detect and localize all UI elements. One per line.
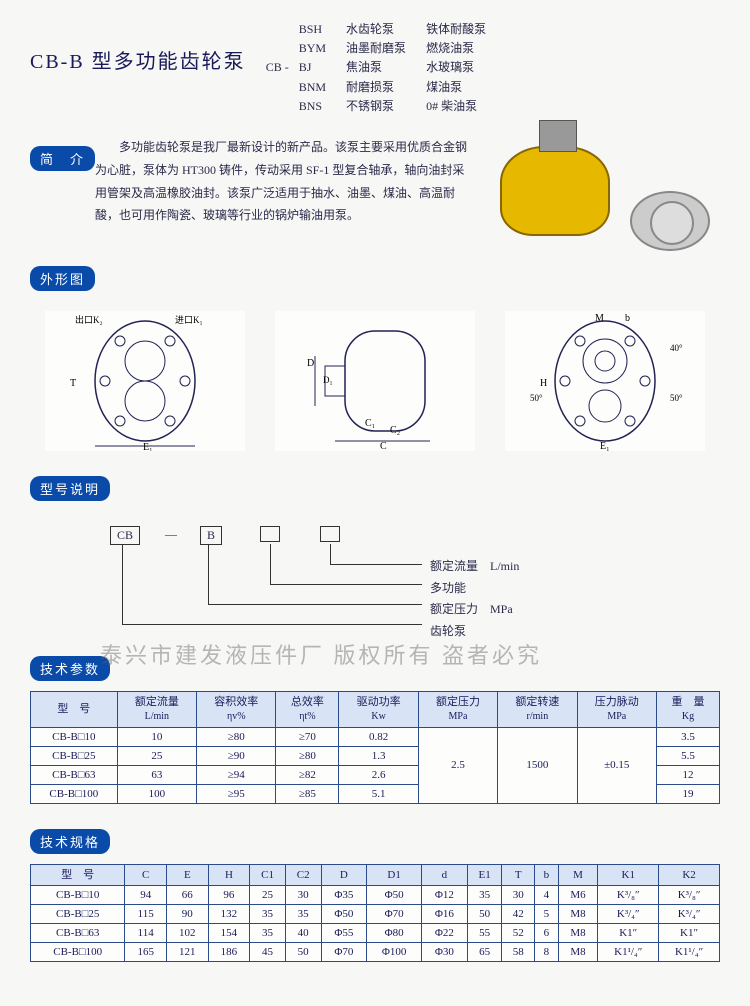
table-header-row: 型 号 C E H C1 C2 D D1 d E1 T b M K1 K2 <box>31 864 720 885</box>
model-cb: CB <box>110 526 140 545</box>
label-outlet: 出口K₂ <box>75 314 103 325</box>
model-b: B <box>200 526 222 545</box>
th: 压力脉动MPa <box>577 691 656 727</box>
model-label: 额定压力 MPa <box>430 599 519 621</box>
th: 驱动功率Kw <box>339 691 418 727</box>
model-empty-2 <box>320 526 340 542</box>
code-table: CB - BSH BYM BJ BNM BNS 水齿轮泵 油墨耐磨泵 焦油泵 耐… <box>266 20 506 116</box>
label-T: T <box>70 378 76 389</box>
intro-text: 多功能齿轮泵是我厂最新设计的新产品。该泵主要采用优质合金钢为心脏，泵体为 HT3… <box>95 136 490 256</box>
header: CB-B 型多功能齿轮泵 CB - BSH BYM BJ BNM BNS 水齿轮… <box>30 20 720 116</box>
table-row: CB-B□631141021543540Φ55Φ80Φ2255526M8K1″K… <box>31 923 720 942</box>
svg-text:E₁: E₁ <box>600 441 610 451</box>
svg-text:M: M <box>595 313 604 324</box>
section-badge-outline: 外形图 <box>30 266 95 291</box>
th: 总效率ηt% <box>276 691 339 727</box>
model-label: 额定流量 L/min <box>430 556 519 578</box>
th: 容积效率ηv% <box>197 691 276 727</box>
table-row: CB-B□10 10 ≥80 ≥70 0.82 2.5 1500 ±0.15 3… <box>31 727 720 746</box>
code: 水齿轮泵 <box>346 20 406 39</box>
code: 燃烧油泵 <box>426 39 486 58</box>
diagram-front: 出口K₂ 进口K₁ T E₁ <box>45 311 245 451</box>
diagram-rear: M b 40° 50° 50° H E₁ <box>505 311 705 451</box>
table-row: CB-B□109466962530Φ35Φ50Φ1235304M6K³/₈″K³… <box>31 885 720 904</box>
model-dash: — <box>165 527 177 542</box>
table-row: CB-B□25115901323535Φ50Φ70Φ1650425M8K³/₄″… <box>31 904 720 923</box>
svg-text:50°: 50° <box>670 393 683 403</box>
model-section: CB — B 额定流量 L/min 多功能 额定压力 MPa 齿轮泵 <box>30 521 720 631</box>
code-col-2: 水齿轮泵 油墨耐磨泵 焦油泵 耐磨损泵 不锈钢泵 <box>346 20 406 116</box>
page-title: CB-B 型多功能齿轮泵 <box>30 45 246 74</box>
model-labels: 额定流量 L/min 多功能 额定压力 MPa 齿轮泵 <box>430 556 519 642</box>
label-E: E₁ <box>143 442 153 451</box>
th: 型 号 <box>31 691 118 727</box>
th: 额定流量L/min <box>117 691 196 727</box>
code: 耐磨损泵 <box>346 78 406 97</box>
section-badge-intro: 简 介 <box>30 146 95 171</box>
svg-text:H: H <box>540 378 547 389</box>
code: BNM <box>299 78 326 97</box>
section-badge-specs: 技术规格 <box>30 829 110 854</box>
table-row: CB-B□1001651211864550Φ70Φ100Φ3065588M8K1… <box>31 942 720 961</box>
svg-text:C₂: C₂ <box>390 425 400 436</box>
table-header-row: 型 号 额定流量L/min 容积效率ηv% 总效率ηt% 驱动功率Kw 额定压力… <box>31 691 720 727</box>
model-empty-1 <box>260 526 280 542</box>
code: BYM <box>299 39 326 58</box>
th: 重 量Kg <box>657 691 720 727</box>
section-badge-model: 型号说明 <box>30 476 110 501</box>
specs-table: 型 号 C E H C1 C2 D D1 d E1 T b M K1 K2 CB… <box>30 864 720 962</box>
code: BNS <box>299 97 326 116</box>
svg-text:C: C <box>380 441 387 451</box>
code-col-1: BSH BYM BJ BNM BNS <box>299 20 326 116</box>
code: 水玻璃泵 <box>426 58 486 77</box>
svg-text:50°: 50° <box>530 393 543 403</box>
params-table: 型 号 额定流量L/min 容积效率ηv% 总效率ηt% 驱动功率Kw 额定压力… <box>30 691 720 804</box>
svg-text:D₁: D₁ <box>323 375 333 385</box>
model-label: 多功能 <box>430 578 519 600</box>
watermark: 泰兴市建发液压件厂 版权所有 盗者必究 <box>100 638 542 670</box>
product-photo <box>490 136 720 256</box>
code-col-3: 铁体耐酸泵 燃烧油泵 水玻璃泵 煤油泵 0# 柴油泵 <box>426 20 486 116</box>
code: 焦油泵 <box>346 58 406 77</box>
th: 额定压力MPa <box>418 691 497 727</box>
code: BJ <box>299 58 326 77</box>
code: 铁体耐酸泵 <box>426 20 486 39</box>
label-inlet: 进口K₁ <box>175 315 203 325</box>
model-diagram: CB — B 额定流量 L/min 多功能 额定压力 MPa 齿轮泵 <box>110 521 720 631</box>
pump-yellow-icon <box>500 146 610 236</box>
svg-text:40°: 40° <box>670 343 683 353</box>
code-prefix: CB - <box>266 60 289 75</box>
code: 煤油泵 <box>426 78 486 97</box>
th: 额定转速r/min <box>498 691 577 727</box>
section-badge-params: 技术参数 <box>30 656 110 681</box>
code: BSH <box>299 20 326 39</box>
code: 0# 柴油泵 <box>426 97 486 116</box>
svg-text:D: D <box>307 358 314 369</box>
svg-text:C₁: C₁ <box>365 418 375 429</box>
intro-section: 简 介 多功能齿轮泵是我厂最新设计的新产品。该泵主要采用优质合金钢为心脏，泵体为… <box>30 136 720 256</box>
code: 不锈钢泵 <box>346 97 406 116</box>
diagram-side: D D₁ C₁ C₂ C <box>275 311 475 451</box>
pump-gray-icon <box>630 191 710 251</box>
outline-diagrams: 出口K₂ 进口K₁ T E₁ D D₁ C₁ C₂ C <box>30 311 720 451</box>
code: 油墨耐磨泵 <box>346 39 406 58</box>
svg-text:b: b <box>625 313 630 324</box>
